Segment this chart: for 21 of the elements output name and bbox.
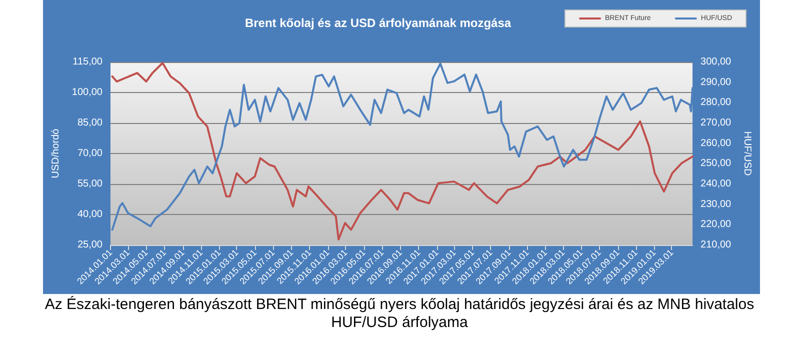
y-tick-label: 25,00 (77, 240, 103, 250)
y-tick-label: 85,00 (77, 118, 103, 128)
y2-tick-label: 300,00 (700, 56, 732, 68)
y-tick-label: 70,00 (77, 148, 103, 159)
y2-tick-label: 270,00 (700, 118, 732, 128)
y2-tick-label: 210,00 (700, 240, 732, 250)
y2-tick-label: 240,00 (700, 178, 732, 190)
y-tick-label: 115,00 (72, 56, 103, 68)
text: Az Északi-tengeren bányászott BRENT minőségű nyers kőolaj határidős jegyzési árai és az MNB hivatalos HUF/USD árfolyama (44, 296, 756, 332)
y2-tick-label: 220,00 (700, 219, 732, 230)
chart-title: Brent kőolaj és az USD árfolyamának mozgása (244, 16, 512, 30)
y-tick-label: 100,00 (72, 87, 103, 98)
y2-tick-label: 260,00 (700, 138, 732, 149)
y2-tick-label: 230,00 (700, 198, 732, 210)
y2-tick-label: 250,00 (700, 158, 732, 170)
y-axis-title: USD/hordó (50, 128, 62, 178)
y2-tick-label: 290,00 (700, 76, 732, 88)
y-tick-label: 55,00 (77, 178, 103, 190)
y-tick-label: 40,00 (77, 209, 103, 220)
y2-axis-title: HUF/USD (742, 131, 752, 176)
y2-tick-label: 280,00 (700, 97, 732, 108)
